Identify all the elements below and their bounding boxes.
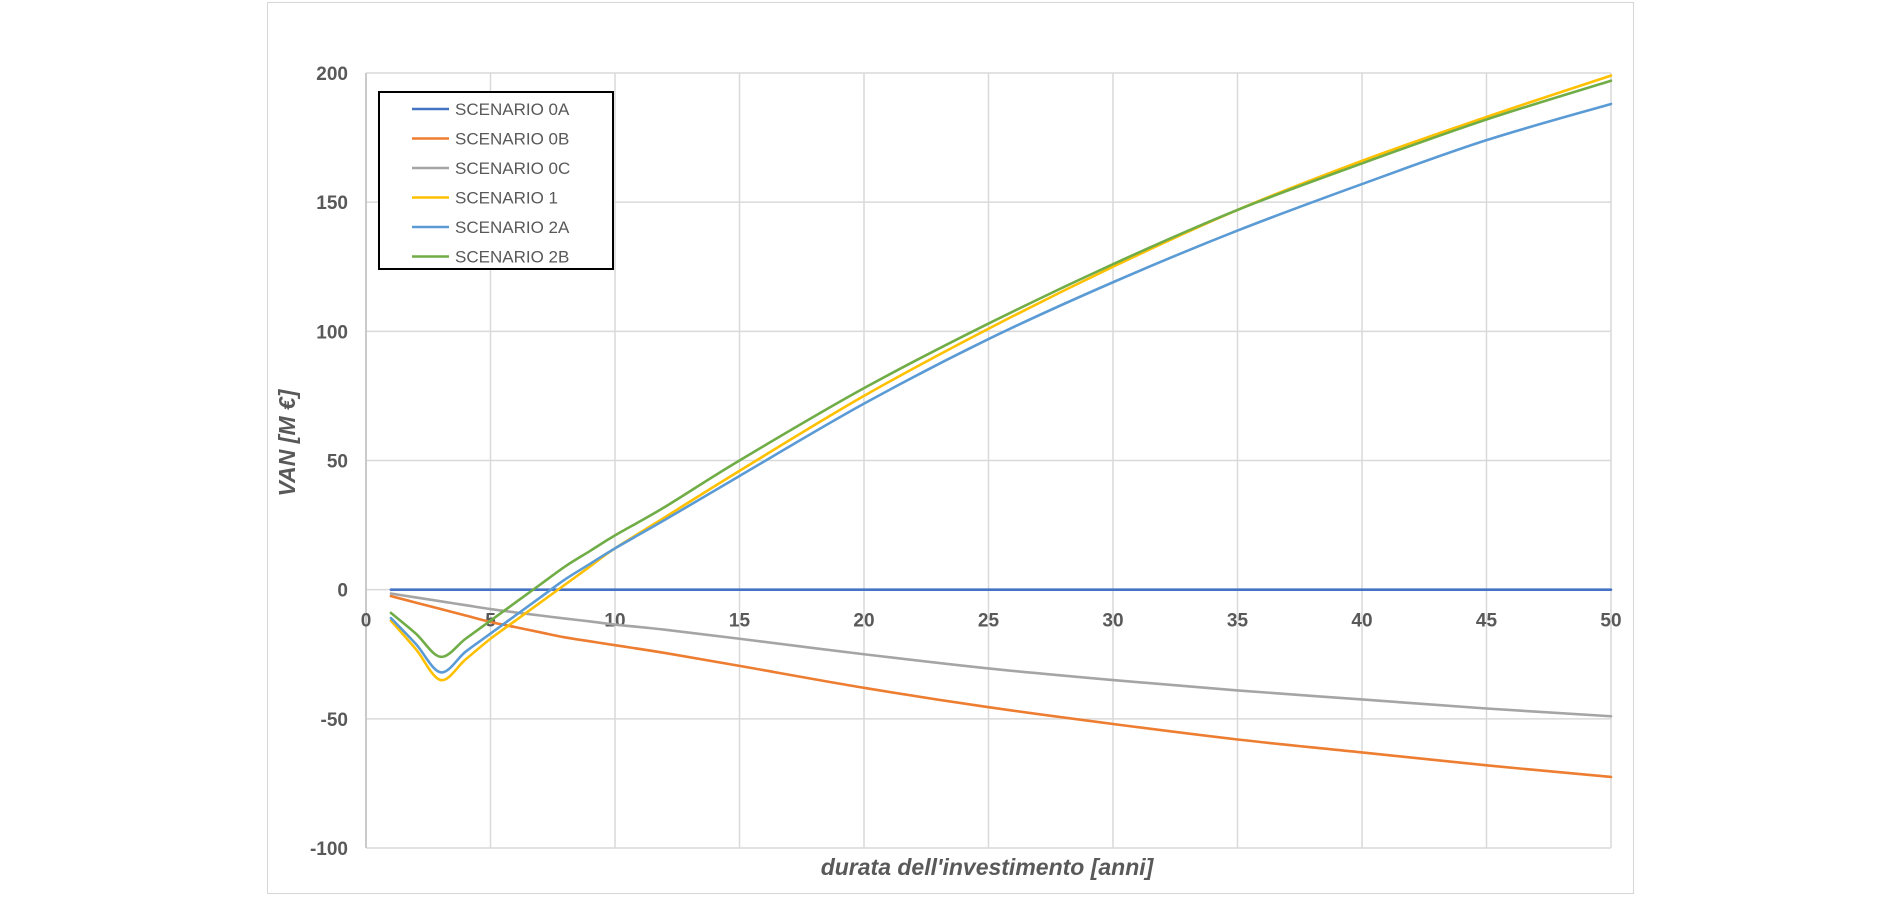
legend-label-scenario-0b: SCENARIO 0B <box>455 130 569 149</box>
series-line-scenario-1 <box>389 74 1613 682</box>
x-tick-label: 45 <box>1476 611 1498 632</box>
series-line-scenario-2b <box>389 79 1613 659</box>
legend-label-scenario-1: SCENARIO 1 <box>455 189 558 208</box>
legend: SCENARIO 0A SCENARIO 0B SCENARIO 0C SCENARI… <box>378 91 614 270</box>
series-line-scenario-2a <box>389 102 1613 674</box>
x-tick-label: 40 <box>1351 611 1372 632</box>
legend-label-scenario-0c: SCENARIO 0C <box>455 159 570 178</box>
legend-box <box>378 91 614 270</box>
x-tick-label: 30 <box>1102 611 1123 632</box>
y-tick-label: 100 <box>316 322 348 343</box>
x-tick-label: 10 <box>604 611 625 632</box>
x-tick-label: 25 <box>978 611 1000 632</box>
y-tick-label: 50 <box>327 452 348 473</box>
legend-label-scenario-2b: SCENARIO 2B <box>455 248 569 267</box>
y-tick-label: -50 <box>321 710 348 731</box>
x-tick-label: 20 <box>853 611 874 632</box>
y-tick-label: 200 <box>316 64 348 85</box>
legend-label-scenario-0a: SCENARIO 0A <box>455 100 570 119</box>
x-tick-label: 50 <box>1600 611 1621 632</box>
y-tick-label: 150 <box>316 193 348 214</box>
chart-frame: -100 -50 0 50 100 150 200 0 5 10 15 20 25 30 35 40 45 50 … <box>267 2 1634 894</box>
x-tick-label: 15 <box>729 611 751 632</box>
series-line-scenario-0b <box>389 594 1613 779</box>
legend-label-scenario-2a: SCENARIO 2A <box>455 218 570 237</box>
series-line-scenario-0c <box>389 592 1613 718</box>
y-axis-title: VAN [M €] <box>274 388 300 496</box>
x-axis-title: durata dell'investimento [anni] <box>821 854 1155 880</box>
y-tick-label: -100 <box>310 839 348 860</box>
x-tick-label: 0 <box>361 611 372 632</box>
series-lines <box>389 74 1613 779</box>
x-tick-label: 35 <box>1227 611 1249 632</box>
y-tick-label: 0 <box>337 581 348 602</box>
